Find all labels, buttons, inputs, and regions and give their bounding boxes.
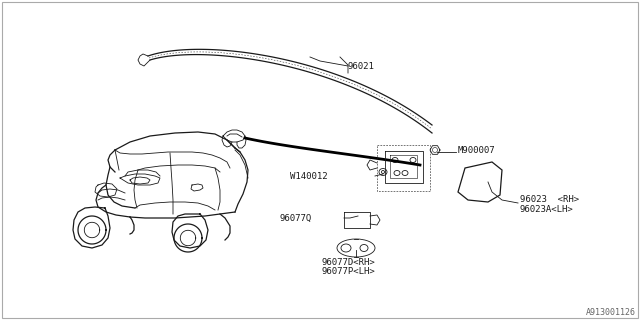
Text: 96023  <RH>: 96023 <RH>	[520, 195, 579, 204]
Text: 96077Q: 96077Q	[280, 213, 312, 222]
Text: 96077D<RH>: 96077D<RH>	[321, 258, 375, 267]
Text: 96023A<LH>: 96023A<LH>	[520, 204, 573, 213]
Text: M900007: M900007	[458, 146, 495, 155]
Text: 96021: 96021	[348, 62, 375, 71]
Text: 96077P<LH>: 96077P<LH>	[321, 267, 375, 276]
Text: A913001126: A913001126	[586, 308, 636, 317]
Text: W140012: W140012	[291, 172, 328, 180]
